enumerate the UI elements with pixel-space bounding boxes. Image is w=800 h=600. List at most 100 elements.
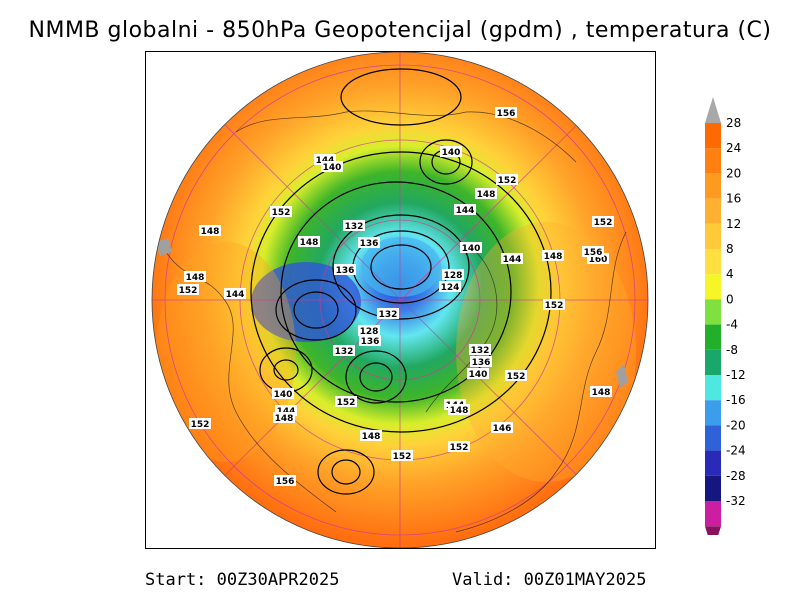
svg-text:148: 148 [275, 414, 294, 424]
colorbar-tick-label: 12 [726, 217, 741, 231]
contour-label: 148 [590, 386, 612, 398]
contour-label: 152 [505, 370, 527, 382]
contour-label: 148 [542, 250, 564, 262]
contour-label: 152 [496, 174, 518, 186]
colorbar-segment [705, 148, 721, 174]
svg-text:152: 152 [179, 286, 198, 296]
warm-patch [456, 222, 636, 482]
contour-label: 144 [224, 288, 246, 300]
contour-label: 146 [491, 422, 513, 434]
colorbar-tick-label: 28 [726, 116, 741, 130]
warm-patch [156, 242, 296, 462]
svg-text:144: 144 [456, 206, 475, 216]
contour-label: 148 [298, 236, 320, 248]
contour-label: 152 [189, 418, 211, 430]
svg-text:140: 140 [323, 163, 342, 173]
colorbar-segment [705, 375, 721, 401]
cold-pool [361, 237, 441, 297]
colorbar-tick-label: -12 [726, 368, 746, 382]
map-title: NMMB globalni - 850hPa Geopotencijal (gp… [28, 18, 772, 43]
contour-label: 148 [360, 430, 382, 442]
colorbar-tick-label: 20 [726, 166, 741, 180]
svg-text:152: 152 [450, 443, 469, 453]
colorbar-tick-label: -28 [726, 469, 746, 483]
contour-label: 132 [343, 220, 365, 232]
svg-text:136: 136 [472, 358, 491, 368]
svg-text:152: 152 [498, 176, 517, 186]
geopotential-contours [250, 68, 552, 495]
valid-time: Valid: 00Z01MAY2025 [452, 570, 647, 590]
colorbar-tick-label: -16 [726, 393, 746, 407]
colorbar-segment [705, 223, 721, 249]
colorbar-segment [705, 173, 721, 199]
colorbar-tick-label: -4 [726, 318, 738, 332]
svg-text:148: 148 [544, 252, 563, 262]
colorbar-tick-label: 8 [726, 242, 734, 256]
svg-text:148: 148 [362, 432, 381, 442]
contour-label: 140 [460, 242, 482, 254]
contour-label: 160 [587, 253, 609, 265]
svg-text:124: 124 [441, 283, 460, 293]
contour-label: 148 [475, 188, 497, 200]
svg-text:152: 152 [191, 420, 210, 430]
contour-label: 152 [335, 396, 357, 408]
contour-label: 148 [199, 225, 221, 237]
svg-text:140: 140 [442, 148, 461, 158]
contour-label: 128 [442, 269, 464, 281]
svg-text:152: 152 [507, 372, 526, 382]
svg-text:144: 144 [226, 290, 245, 300]
svg-text:132: 132 [471, 346, 490, 356]
svg-text:156: 156 [276, 477, 295, 487]
colorbar-tick-label: -24 [726, 444, 746, 458]
svg-text:128: 128 [360, 327, 379, 337]
svg-text:160: 160 [589, 255, 608, 265]
contour-label: 152 [448, 441, 470, 453]
contour-label: 136 [470, 356, 492, 368]
colorbar-segment [705, 349, 721, 375]
colorbar-tick-label: -32 [726, 494, 746, 508]
contour-label: 136 [358, 237, 380, 249]
contour-label: 132 [469, 344, 491, 356]
colorbar-segment [705, 324, 721, 350]
contour-label: 156 [582, 246, 604, 258]
colorbar-top-arrow [705, 97, 721, 123]
svg-text:140: 140 [469, 370, 488, 380]
contour-label: 152 [270, 206, 292, 218]
svg-text:136: 136 [336, 266, 355, 276]
contour-label: 140 [440, 146, 462, 158]
colorbar-tick-label: 0 [726, 292, 734, 306]
contour-label: 152 [391, 450, 413, 462]
contour-label: 148 [448, 404, 470, 416]
contour-label: 124 [439, 281, 461, 293]
svg-text:140: 140 [462, 244, 481, 254]
colorbar-tick-label: 16 [726, 192, 741, 206]
contour-label: 136 [359, 335, 381, 347]
colorbar-tick-label: -8 [726, 343, 738, 357]
cold-pool [251, 262, 361, 342]
colorbar-tick-label: 4 [726, 267, 734, 281]
svg-text:136: 136 [361, 337, 380, 347]
contour-label: 152 [592, 216, 614, 228]
start-time: Start: 00Z30APR2025 [145, 570, 340, 590]
colorbar-tick-label: 24 [726, 141, 741, 155]
contour-label: 152 [177, 284, 199, 296]
contour-label: 148 [273, 412, 295, 424]
svg-text:132: 132 [335, 347, 354, 357]
contour-label: 132 [333, 345, 355, 357]
contour-label: 132 [377, 308, 399, 320]
contour-label: 144 [454, 204, 476, 216]
svg-text:148: 148 [450, 406, 469, 416]
landmass-marker [156, 238, 172, 256]
svg-text:152: 152 [545, 301, 564, 311]
contour-label: 136 [334, 264, 356, 276]
colorbar-segment [705, 123, 721, 149]
colorbar-segment [705, 425, 721, 451]
svg-text:140: 140 [274, 390, 293, 400]
svg-text:152: 152 [393, 452, 412, 462]
contour-label: 140 [467, 368, 489, 380]
colorbar-segment [705, 400, 721, 426]
map-panel: 156 140 144 140 152 148 144 152 152 148 … [145, 51, 656, 549]
colorbar-segment [705, 274, 721, 300]
colorbar-segment [705, 475, 721, 501]
colorbar-segment [705, 198, 721, 224]
